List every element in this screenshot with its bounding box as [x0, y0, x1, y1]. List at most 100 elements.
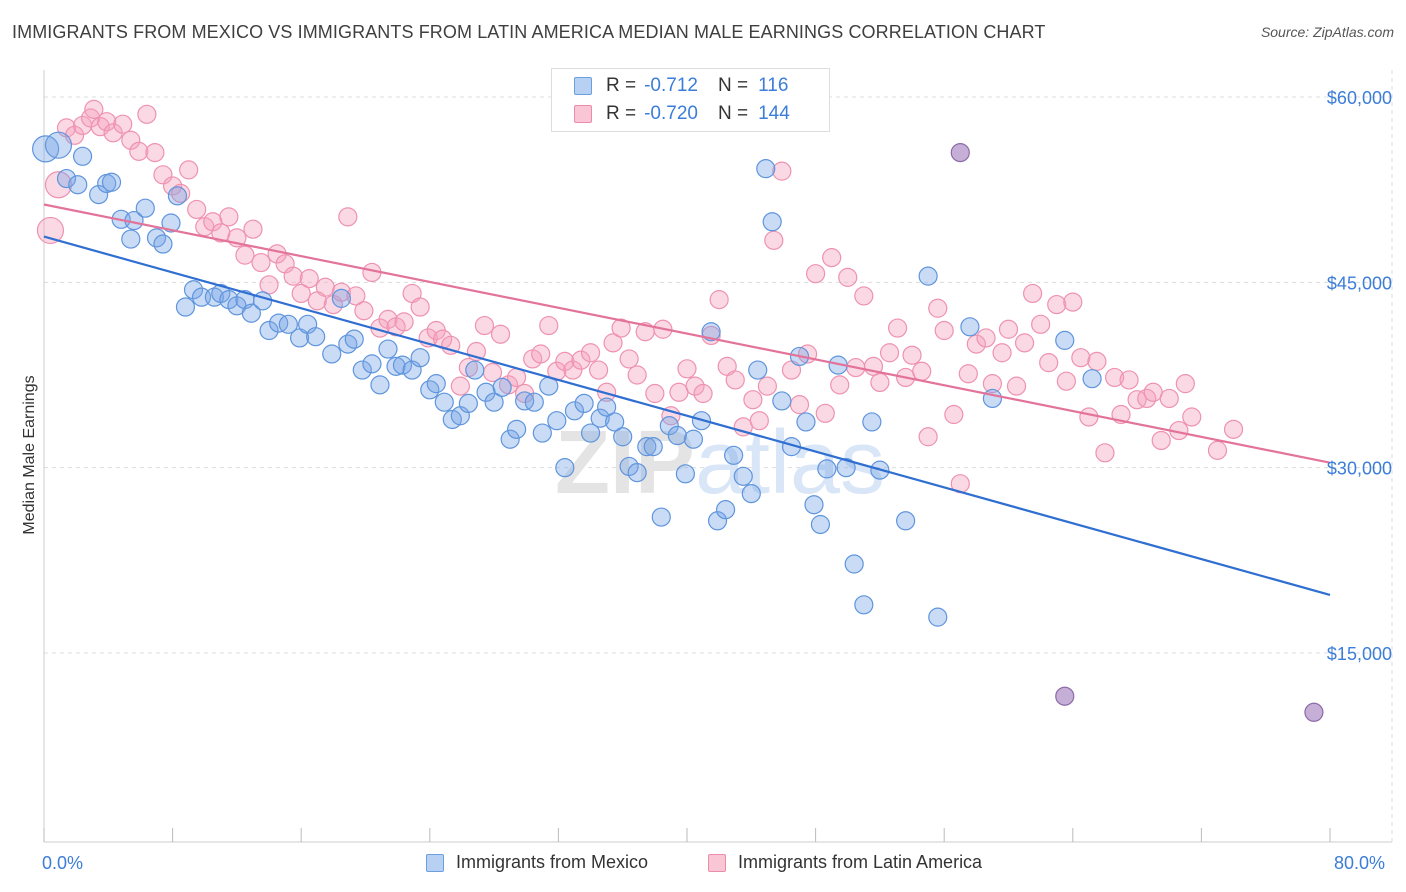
- point-latin-america: [611, 318, 631, 338]
- point-latin-america: [677, 359, 697, 379]
- point-latin-america: [1071, 348, 1091, 368]
- point-mexico: [982, 388, 1003, 409]
- chart-title: IMMIGRANTS FROM MEXICO VS IMMIGRANTS FRO…: [12, 22, 1046, 42]
- point-mexico: [928, 607, 948, 627]
- point-latin-america: [934, 320, 954, 341]
- point-latin-america: [1039, 353, 1059, 373]
- point-mexico: [804, 495, 824, 515]
- point-mexico: [580, 423, 601, 443]
- point-latin-america: [928, 298, 948, 318]
- point-mexico: [72, 146, 93, 166]
- point-latin-america: [743, 390, 763, 410]
- legend-n-label: N =: [717, 75, 749, 96]
- point-mexico: [500, 429, 520, 449]
- trend-line-latin-america: [43, 203, 1331, 464]
- point-overlap: [1055, 686, 1075, 706]
- point-mexico: [817, 459, 837, 479]
- point-latin-america: [441, 335, 461, 355]
- point-mexico: [338, 334, 358, 354]
- point-latin-america: [588, 360, 609, 380]
- point-mexico: [627, 462, 647, 483]
- gridlines: [44, 70, 1393, 842]
- point-mexico: [862, 412, 882, 432]
- point-latin-america: [338, 207, 358, 227]
- point-mexico: [605, 412, 625, 432]
- point-latin-america: [580, 343, 601, 363]
- point-latin-america: [394, 312, 414, 332]
- point-latin-america: [661, 406, 681, 426]
- point-latin-america: [1014, 333, 1035, 353]
- point-mexico: [507, 419, 527, 439]
- legend-row-latin-america: R = -0.720 N = 144: [574, 100, 790, 128]
- point-latin-america: [645, 383, 665, 404]
- point-latin-america: [163, 176, 183, 196]
- point-mexico: [362, 354, 382, 374]
- y-tick-label: $45,000: [1327, 273, 1392, 293]
- point-mexico: [135, 198, 155, 218]
- point-latin-america: [830, 375, 850, 395]
- source-credit: Source: ZipAtlas.com: [1260, 24, 1394, 40]
- legend-swatch-mexico: [574, 77, 592, 95]
- y-axis-label: Median Male Earnings: [21, 375, 38, 535]
- point-latin-america: [902, 345, 922, 365]
- point-latin-america: [235, 245, 255, 265]
- point-mexico: [352, 360, 372, 380]
- point-mexico: [1082, 369, 1102, 389]
- point-latin-america: [912, 361, 932, 381]
- point-mexico: [524, 392, 544, 412]
- legend-swatch-mexico: [426, 853, 444, 872]
- point-mexico: [590, 408, 610, 428]
- point-latin-america: [815, 403, 835, 423]
- point-latin-america: [1182, 407, 1202, 427]
- point-latin-america: [966, 334, 986, 354]
- point-latin-america: [346, 286, 366, 306]
- point-mexico: [492, 377, 512, 397]
- legend-swatch-latin-america: [574, 105, 592, 123]
- point-mexico: [715, 500, 736, 520]
- point-mexico: [378, 339, 398, 359]
- y-tick-label: $15,000: [1327, 644, 1392, 664]
- point-latin-america: [563, 360, 583, 380]
- point-latin-america: [1079, 407, 1099, 427]
- point-latin-america: [121, 130, 141, 150]
- point-latin-america: [944, 404, 964, 425]
- point-latin-america: [685, 376, 705, 396]
- point-overlap: [1304, 702, 1324, 722]
- point-latin-america: [976, 328, 996, 348]
- point-latin-america: [539, 315, 559, 336]
- point-latin-america: [243, 219, 263, 239]
- point-latin-america: [870, 372, 890, 393]
- point-latin-america: [283, 266, 303, 286]
- legend-item-mexico[interactable]: Immigrants from Mexico: [426, 852, 648, 873]
- x-tick-label-min: 0.0%: [42, 853, 84, 873]
- point-mexico: [762, 212, 782, 232]
- point-latin-america: [474, 315, 495, 336]
- point-latin-america: [1023, 283, 1043, 304]
- point-latin-america: [1047, 294, 1067, 315]
- point-mexico: [434, 392, 454, 412]
- legend-row-mexico: R = -0.712 N = 116: [574, 72, 788, 100]
- point-latin-america: [725, 370, 745, 390]
- legend-item-latin-america[interactable]: Immigrants from Latin America: [708, 852, 982, 873]
- point-mexico: [410, 348, 430, 368]
- point-mexico: [748, 360, 768, 380]
- point-latin-america: [1223, 419, 1244, 439]
- point-mexico: [683, 429, 704, 449]
- point-latin-america: [619, 349, 639, 369]
- point-mexico: [667, 425, 687, 446]
- point-mexico: [733, 466, 753, 486]
- point-latin-america: [1159, 388, 1179, 409]
- point-latin-america: [153, 165, 173, 185]
- point-latin-america: [299, 269, 319, 289]
- point-latin-america: [789, 395, 810, 415]
- point-mexico: [707, 511, 728, 531]
- point-mexico: [465, 360, 485, 380]
- point-latin-america: [291, 283, 311, 304]
- legend-n-value: 116: [758, 75, 789, 96]
- point-latin-america: [450, 376, 470, 396]
- point-mexico: [643, 437, 663, 457]
- point-latin-america: [772, 161, 792, 181]
- point-mexico: [269, 313, 289, 333]
- legend-n-value: 144: [758, 103, 790, 124]
- point-latin-america: [44, 171, 73, 199]
